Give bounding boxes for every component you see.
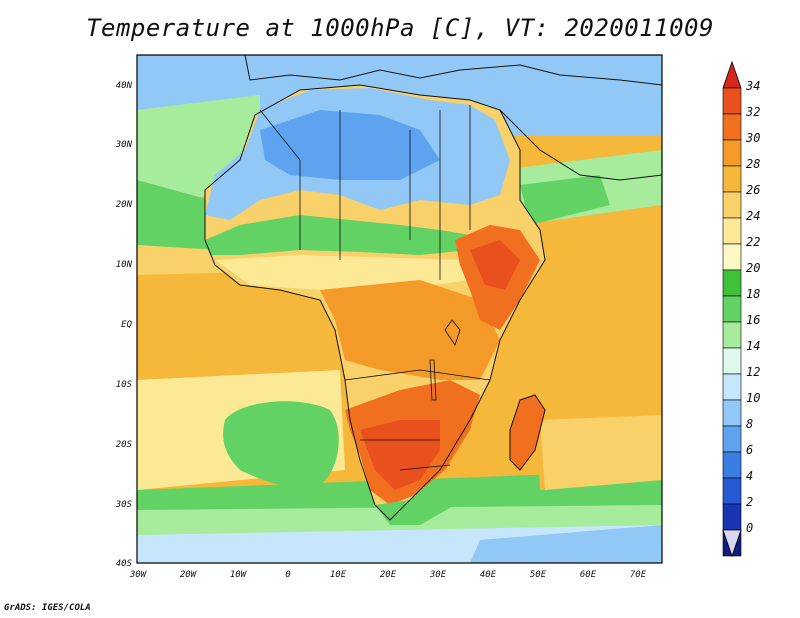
colorbar-label: 10 bbox=[746, 391, 760, 405]
lon-label: 20W bbox=[180, 570, 198, 580]
lon-label: 10E bbox=[330, 570, 347, 580]
lon-label: 60E bbox=[580, 570, 597, 580]
colorbar-label: 26 bbox=[746, 183, 760, 197]
colorbar-label: 32 bbox=[745, 105, 760, 119]
colorbar-label: 12 bbox=[746, 365, 760, 379]
lon-label: 30W bbox=[129, 570, 148, 580]
lon-label: 30E bbox=[429, 570, 447, 580]
colorbar-label: 22 bbox=[746, 235, 760, 249]
colorbar-swatch bbox=[722, 373, 742, 401]
colorbar-label: 24 bbox=[746, 209, 760, 223]
colorbar-swatch bbox=[722, 243, 742, 271]
colorbar-swatch bbox=[722, 165, 742, 193]
colorbar-label: 14 bbox=[746, 339, 760, 353]
lat-label: 20S bbox=[116, 440, 133, 450]
colorbar-label: 2 bbox=[746, 495, 753, 509]
colorbar-label: 34 bbox=[745, 79, 760, 93]
lon-label: 70E bbox=[630, 570, 647, 580]
lon-label: 40E bbox=[480, 570, 497, 580]
colorbar-swatch bbox=[722, 295, 742, 323]
colorbar-label: 8 bbox=[746, 417, 753, 431]
colorbar-label: 4 bbox=[746, 469, 753, 483]
colorbar-label: 20 bbox=[746, 261, 760, 275]
colorbar-swatch bbox=[722, 87, 742, 115]
lat-label: 40S bbox=[116, 559, 133, 569]
colorbar-swatch bbox=[722, 347, 742, 375]
latitude-axis: 40N 30N 20N 10N EQ 10S 20S 30S 40S bbox=[115, 81, 133, 569]
colorbar-swatch bbox=[722, 321, 742, 349]
colorbar-top-arrow bbox=[722, 60, 742, 89]
plot-frame bbox=[136, 54, 663, 564]
lon-label: 20E bbox=[380, 570, 397, 580]
lat-label: 20N bbox=[116, 200, 133, 210]
colorbar-swatch bbox=[722, 477, 742, 505]
lat-label: 10S bbox=[116, 380, 133, 390]
colorbar-label: 28 bbox=[746, 157, 760, 171]
colorbar-label: 0 bbox=[746, 521, 753, 535]
grads-credit: GrADS: IGES/COLA bbox=[4, 603, 91, 613]
colorbar-label: 18 bbox=[746, 287, 760, 301]
temperature-field bbox=[137, 55, 662, 563]
colorbar-swatch bbox=[722, 503, 742, 531]
map-title: Temperature at 1000hPa [C], VT: 20200110… bbox=[86, 14, 714, 42]
lat-label: EQ bbox=[121, 320, 132, 330]
colorbar-swatch bbox=[722, 399, 742, 427]
colorbar-swatch bbox=[722, 191, 742, 219]
lon-label: 10W bbox=[230, 570, 248, 580]
colorbar-label: 6 bbox=[746, 443, 753, 457]
lat-label: 10N bbox=[116, 260, 133, 270]
colorbar-label: 16 bbox=[746, 313, 760, 327]
lat-label: 30N bbox=[115, 140, 133, 150]
colorbar-swatch bbox=[722, 217, 742, 245]
colorbar-swatch bbox=[722, 269, 742, 297]
colorbar-label: 30 bbox=[745, 131, 760, 145]
colorbar-swatch bbox=[722, 451, 742, 479]
colorbar-swatch bbox=[722, 425, 742, 453]
colorbar-swatch bbox=[722, 139, 742, 167]
colorbar: 34 32 30 28 26 24 22 20 18 16 14 12 10 8… bbox=[722, 60, 760, 558]
lon-label: 0 bbox=[285, 570, 290, 580]
lat-label: 30S bbox=[115, 500, 133, 510]
longitude-axis: 30W 20W 10W 0 10E 20E 30E 40E 50E 60E 70… bbox=[129, 570, 647, 580]
lon-label: 50E bbox=[530, 570, 547, 580]
colorbar-swatch bbox=[722, 113, 742, 141]
colorbar-bottom-arrow bbox=[722, 529, 742, 558]
lat-label: 40N bbox=[116, 81, 133, 91]
